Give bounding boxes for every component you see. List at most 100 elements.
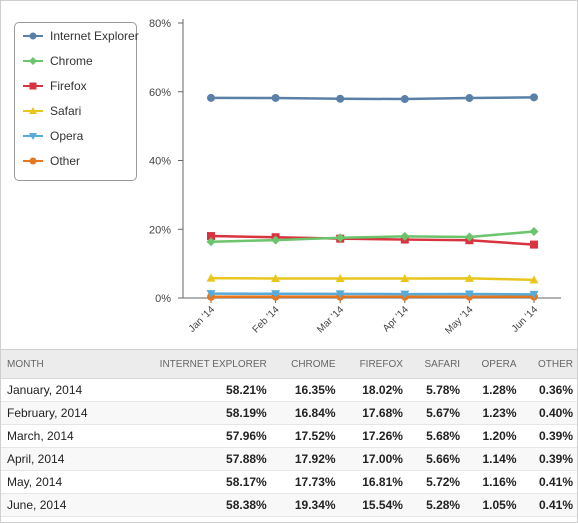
- y-tick-label: 20%: [149, 224, 171, 236]
- column-header[interactable]: SAFARI: [406, 349, 465, 379]
- column-header[interactable]: FIREFOX: [339, 349, 407, 379]
- point-chrome: [206, 237, 216, 247]
- legend-swatch-chrome: [23, 57, 43, 65]
- value-cell: 0.41%: [520, 470, 577, 494]
- point-safari: [206, 273, 216, 282]
- table-row: April, 2014 57.88% 17.92% 17.00% 5.66% 1.14% 0…: [1, 447, 577, 471]
- value-cell: 1.14%: [464, 447, 521, 471]
- value-cell: 18.02%: [339, 378, 407, 402]
- value-cell: 1.23%: [464, 401, 521, 425]
- point-chrome: [464, 232, 474, 242]
- point-internet-explorer: [400, 95, 409, 104]
- table-row: May, 2014 58.17% 17.73% 16.81% 5.72% 1.16% 0.4…: [1, 470, 577, 494]
- column-header[interactable]: OPERA: [464, 349, 521, 379]
- point-internet-explorer: [271, 93, 280, 102]
- value-cell: 0.39%: [520, 447, 577, 471]
- point-safari: [400, 274, 410, 283]
- table-row: January, 2014 58.21% 16.35% 18.02% 5.78% 1.28…: [1, 378, 577, 402]
- month-cell: January, 2014: [1, 378, 120, 402]
- point-opera: [529, 290, 539, 299]
- chart-legend: Internet Explorer Chrome Firefox Safari Oper…: [14, 22, 139, 181]
- legend-label: Internet Explorer: [50, 29, 139, 43]
- legend-swatch-internet-explorer: [23, 32, 43, 40]
- value-cell: 0.41%: [520, 493, 577, 517]
- value-cell: 17.00%: [339, 447, 407, 471]
- point-firefox: [207, 232, 215, 241]
- value-cell: 58.19%: [119, 401, 271, 425]
- legend-label: Opera: [50, 129, 84, 143]
- data-table: MONTH INTERNET EXPLORER CHROME FIREFOX SAFAR…: [1, 349, 577, 517]
- column-header[interactable]: OTHER: [520, 349, 577, 379]
- x-tick-label: Jan '14: [187, 304, 218, 335]
- column-header[interactable]: INTERNET EXPLORER: [119, 349, 271, 379]
- point-internet-explorer: [336, 94, 345, 103]
- value-cell: 17.68%: [339, 401, 407, 425]
- x-tick-label: Feb '14: [251, 304, 282, 335]
- y-tick-label: 60%: [149, 87, 171, 99]
- series-line-chrome: [210, 230, 535, 244]
- point-internet-explorer: [530, 93, 538, 102]
- legend-label: Other: [50, 154, 81, 168]
- table-row: June, 2014 58.38% 19.34% 15.54% 5.28% 1.05% 0.…: [1, 493, 577, 517]
- value-cell: 58.21%: [119, 378, 271, 402]
- value-cell: 57.88%: [119, 447, 271, 471]
- value-cell: 1.28%: [464, 378, 521, 402]
- point-safari: [529, 275, 539, 284]
- point-internet-explorer: [207, 93, 215, 102]
- legend-item-internet-explorer[interactable]: Internet Explorer: [23, 28, 139, 44]
- y-tick-label: 0%: [155, 293, 171, 305]
- table-body: January, 2014 58.21% 16.35% 18.02% 5.78% 1.28…: [1, 378, 577, 517]
- legend-item-safari[interactable]: Safari: [23, 103, 81, 119]
- legend-label: Chrome: [50, 54, 93, 68]
- legend-item-other[interactable]: Other: [23, 153, 80, 169]
- legend-item-chrome[interactable]: Chrome: [23, 53, 93, 69]
- legend-swatch-safari: [23, 107, 43, 114]
- x-tick-label: May '14: [443, 304, 476, 337]
- point-internet-explorer: [465, 94, 474, 103]
- point-safari: [271, 274, 281, 283]
- value-cell: 17.92%: [270, 447, 340, 471]
- data-table-container: MONTH INTERNET EXPLORER CHROME FIREFOX SAFAR…: [1, 349, 577, 522]
- legend-swatch-other: [23, 157, 43, 165]
- value-cell: 57.96%: [119, 424, 271, 448]
- value-cell: 1.16%: [464, 470, 521, 494]
- table-row: February, 2014 58.19% 16.84% 17.68% 5.67% 1.2…: [1, 401, 577, 425]
- value-cell: 5.28%: [406, 493, 465, 517]
- point-safari: [464, 273, 474, 282]
- month-cell: June, 2014: [1, 493, 120, 517]
- x-tick-label: Jun '14: [510, 304, 541, 335]
- column-header[interactable]: CHROME: [270, 349, 340, 379]
- value-cell: 58.38%: [119, 493, 271, 517]
- value-cell: 16.35%: [270, 378, 340, 402]
- point-safari: [335, 273, 345, 282]
- point-opera: [464, 290, 474, 299]
- value-cell: 17.73%: [270, 470, 340, 494]
- value-cell: 5.66%: [406, 447, 465, 471]
- series-line-internet-explorer: [210, 96, 535, 101]
- value-cell: 58.17%: [119, 470, 271, 494]
- value-cell: 17.26%: [339, 424, 407, 448]
- legend-item-firefox[interactable]: Firefox: [23, 78, 87, 94]
- legend-label: Safari: [50, 104, 82, 118]
- table-header-row: MONTH INTERNET EXPLORER CHROME FIREFOX SAFAR…: [1, 349, 577, 379]
- value-cell: 5.72%: [406, 470, 465, 494]
- point-chrome: [400, 231, 410, 241]
- point-firefox: [530, 240, 538, 249]
- x-tick-label: Apr '14: [381, 304, 411, 334]
- legend-item-opera[interactable]: Opera: [23, 128, 83, 144]
- point-opera: [271, 290, 281, 299]
- line-chart: 0% 20% 40% 60% 80% Jan '14 Feb '14 Mar '14 Apr '…: [1, 1, 577, 349]
- month-cell: April, 2014: [1, 447, 120, 471]
- series-line-safari: [210, 276, 535, 282]
- column-header[interactable]: MONTH: [1, 349, 120, 379]
- value-cell: 15.54%: [339, 493, 407, 517]
- point-opera: [400, 290, 410, 299]
- legend-swatch-opera: [23, 133, 43, 140]
- series-line-opera: [210, 292, 535, 296]
- series-line-firefox: [210, 234, 535, 246]
- value-cell: 0.36%: [520, 378, 577, 402]
- value-cell: 16.84%: [270, 401, 340, 425]
- value-cell: 5.67%: [406, 401, 465, 425]
- point-chrome: [271, 235, 281, 245]
- value-cell: 1.20%: [464, 424, 521, 448]
